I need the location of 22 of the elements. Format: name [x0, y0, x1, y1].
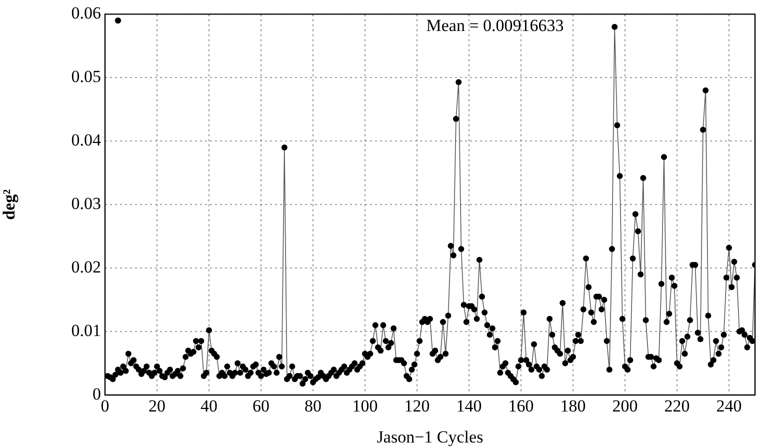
- x-tick-label: 200: [612, 396, 638, 416]
- y-axis-title: deg²: [0, 189, 19, 220]
- x-axis-title: Jason−1 Cycles: [376, 427, 484, 446]
- y-tick-label: 0.04: [71, 130, 102, 150]
- x-tick-label: 80: [304, 396, 322, 416]
- y-tick-label: 0.03: [71, 194, 101, 214]
- x-tick-label: 160: [508, 396, 534, 416]
- x-tick-label: 180: [560, 396, 586, 416]
- y-tick-label: 0.06: [71, 4, 101, 23]
- x-tick-label: 120: [404, 396, 430, 416]
- x-tick-label: 240: [716, 396, 742, 416]
- x-tick-label: 40: [200, 396, 218, 416]
- y-tick-label: 0.01: [71, 321, 101, 340]
- y-tick-label: 0.05: [71, 67, 101, 86]
- x-tick-label: 140: [456, 396, 482, 416]
- x-tick-label: 20: [148, 396, 166, 416]
- x-tick-label: 220: [664, 396, 690, 416]
- x-tick-label: 60: [252, 396, 270, 416]
- y-tick-label: 0: [92, 384, 101, 404]
- y-tick-label: 0.02: [71, 258, 101, 277]
- annotation: Mean = 0.00916633: [426, 16, 564, 36]
- x-tick-label: 100: [352, 396, 378, 416]
